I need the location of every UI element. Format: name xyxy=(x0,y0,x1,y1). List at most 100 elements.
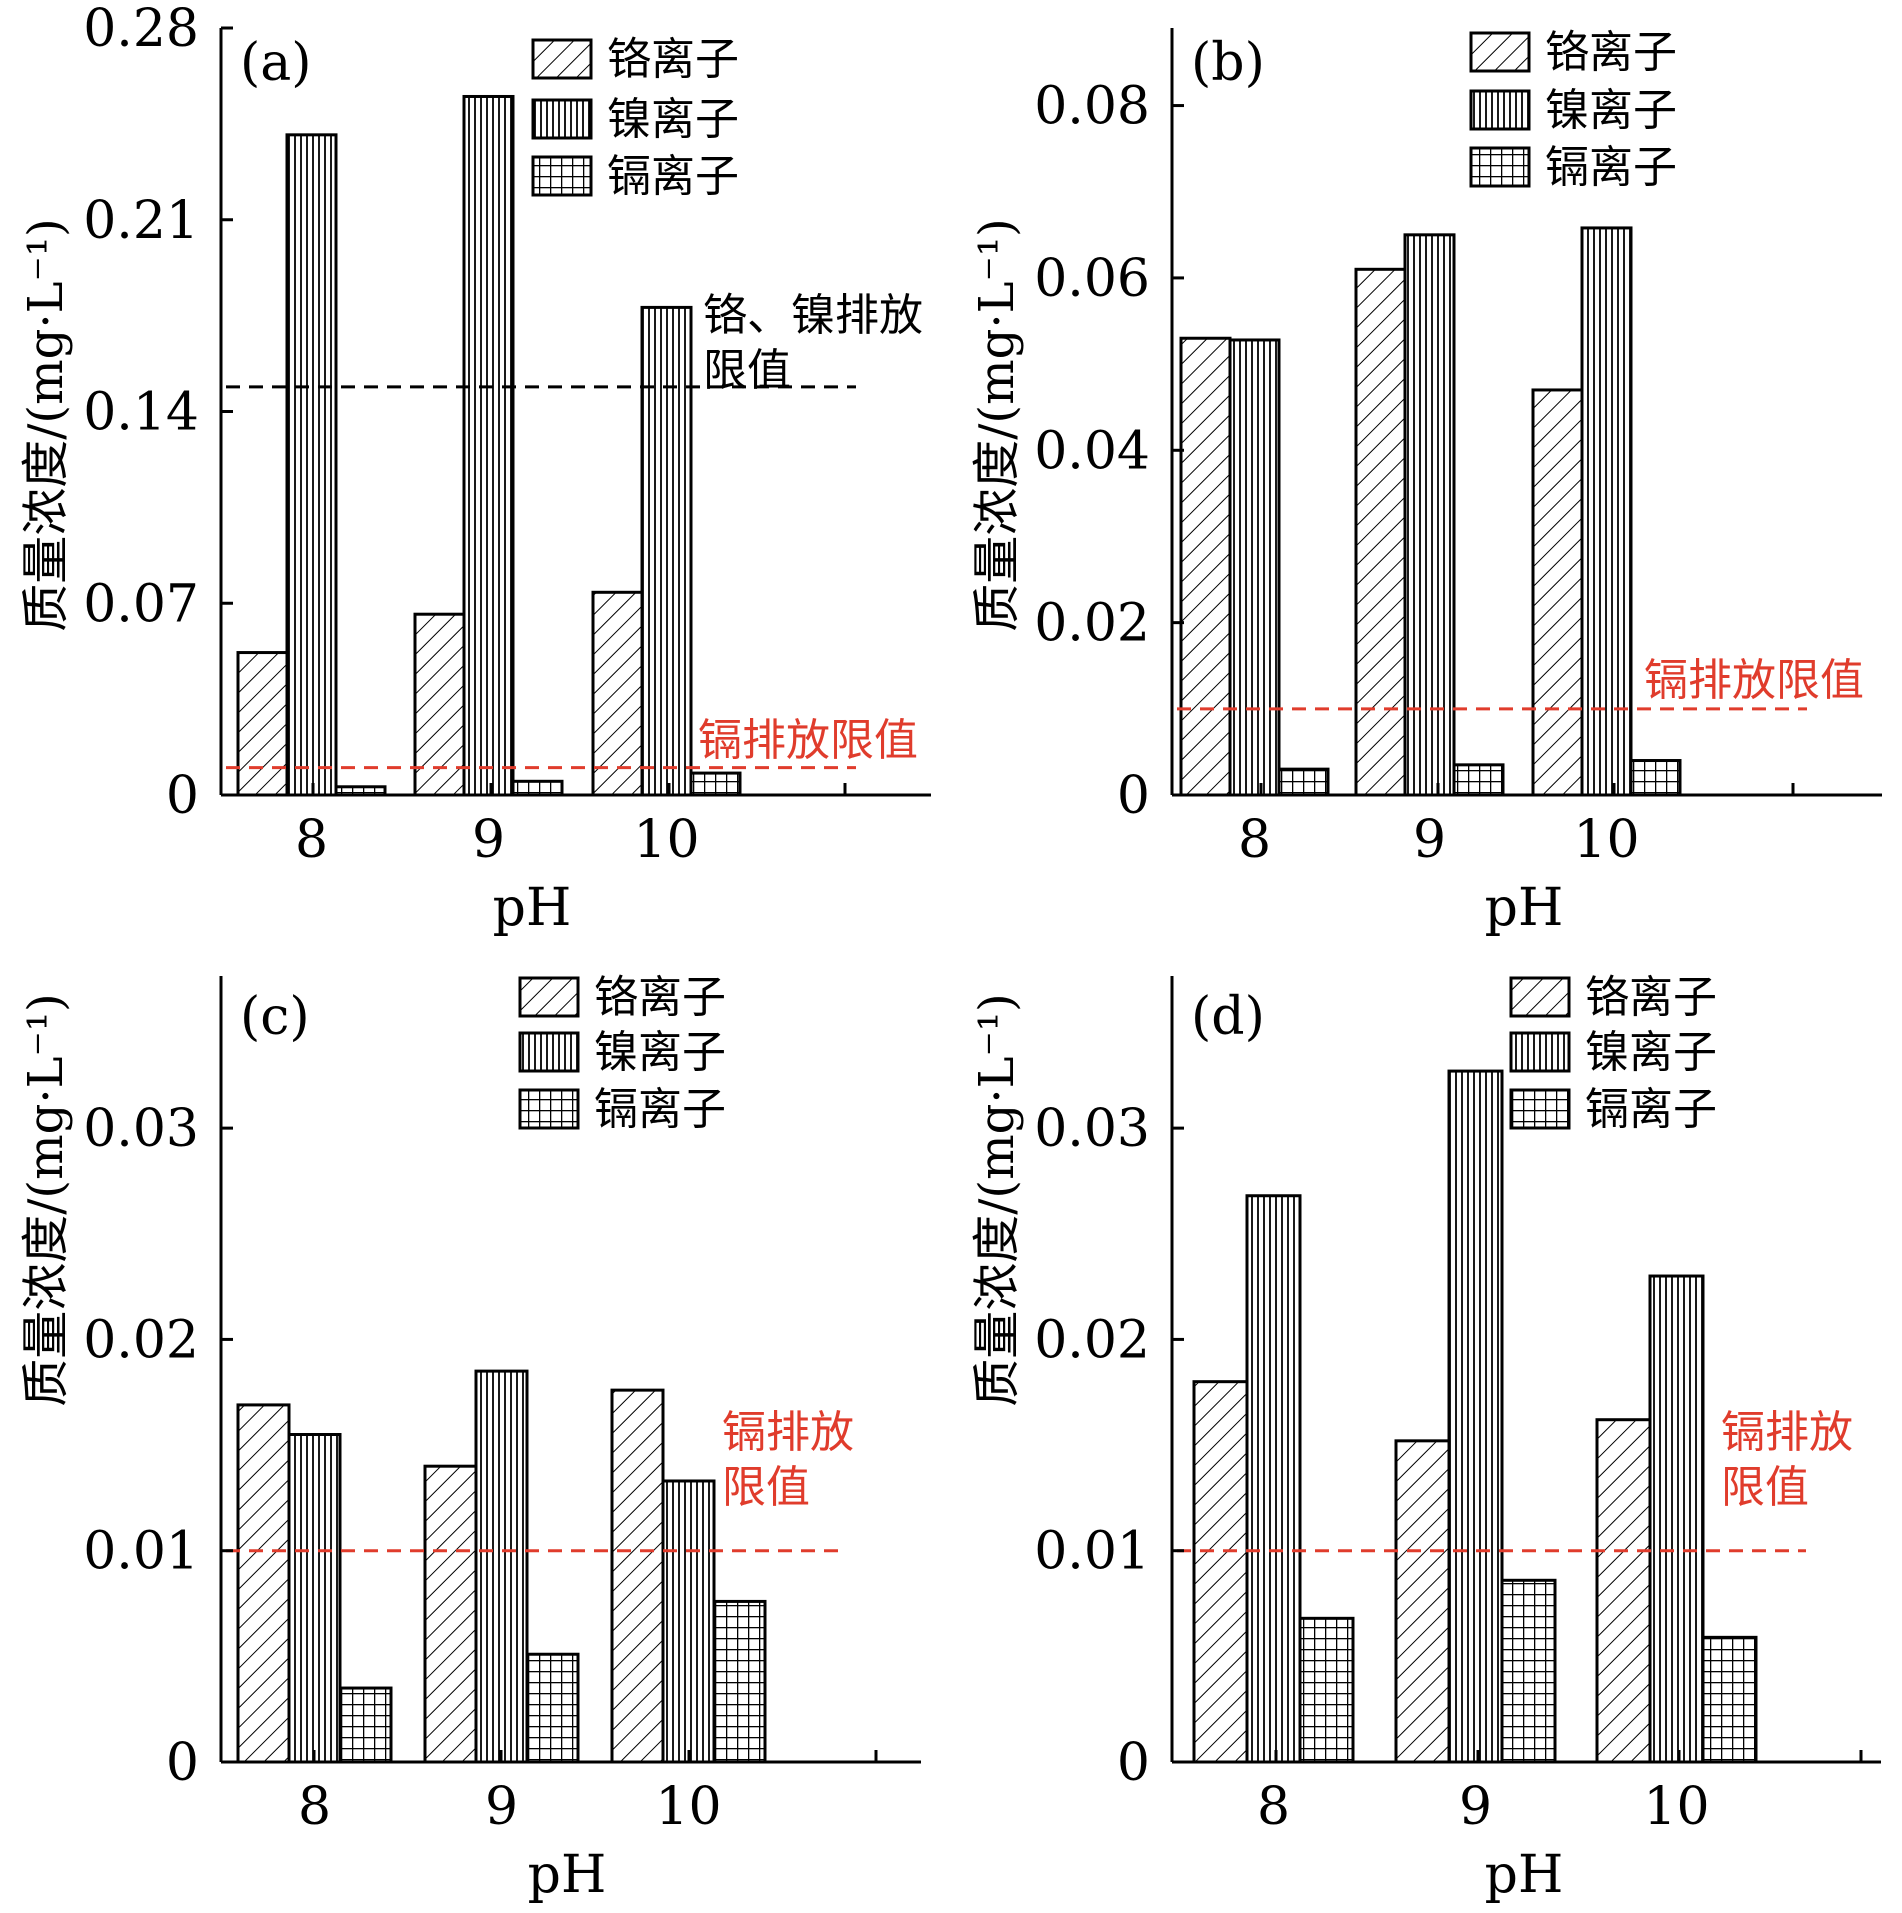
x-tick-label: 9 xyxy=(1459,1777,1492,1837)
legend-label: 镍离子 xyxy=(594,1027,726,1078)
x-axis-title: pH xyxy=(1485,878,1564,938)
legend-swatch-vert xyxy=(518,1031,580,1073)
bar-vert-9 xyxy=(474,1369,529,1764)
y-axis-title: 质量浓度/(mg·L⁻¹) xyxy=(18,993,74,1407)
bar-vert-8 xyxy=(287,1433,342,1764)
y-tick-label: 0.02 xyxy=(83,1310,199,1370)
panel-label: (a) xyxy=(240,33,312,93)
limit-annotation: 铬、镍排放 xyxy=(703,290,923,341)
x-tick-label: 8 xyxy=(295,810,328,870)
bar-grid-9 xyxy=(511,779,564,797)
limit-annotation: 限值 xyxy=(1721,1462,1809,1513)
bar-grid-9 xyxy=(1500,1578,1557,1764)
legend-swatch-grid xyxy=(1509,1088,1571,1130)
x-axis-title: pH xyxy=(528,1845,607,1905)
legend-label: 铬离子 xyxy=(594,972,726,1023)
y-axis-title: 质量浓度/(mg·L⁻¹) xyxy=(969,218,1025,632)
bar-diag-10 xyxy=(591,590,644,797)
bar-diag-9 xyxy=(1394,1439,1451,1764)
chart-panel-c: 镉排放限值 0 0.01 0.02 0.03 8 9 10 pH 质量浓度/(mg·L⁻¹) (c)… xyxy=(18,972,921,1905)
x-tick-label: 9 xyxy=(472,810,505,870)
y-tick-label: 0.01 xyxy=(83,1522,199,1582)
y-tick-label: 0 xyxy=(1117,766,1150,826)
bar-vert-10 xyxy=(661,1479,716,1764)
legend-swatch-diag xyxy=(518,976,580,1018)
y-tick-label: 0.21 xyxy=(83,191,199,251)
y-tick-label: 0.08 xyxy=(1034,77,1150,137)
bar-diag-8 xyxy=(236,651,289,797)
bar-diag-8 xyxy=(1179,336,1232,797)
legend-label: 镍离子 xyxy=(1545,85,1677,136)
bar-diag-9 xyxy=(423,1464,478,1764)
limit-annotation: 镉排放 xyxy=(722,1407,854,1458)
x-tick-label: 10 xyxy=(1643,1777,1709,1837)
bar-vert-9 xyxy=(1447,1069,1504,1764)
bar-grid-8 xyxy=(1298,1616,1355,1764)
x-tick-label: 9 xyxy=(1413,810,1446,870)
limit-annotation: 镉排放限值 xyxy=(698,715,918,766)
legend-label: 镍离子 xyxy=(607,94,739,145)
y-axis-title: 质量浓度/(mg·L⁻¹) xyxy=(969,993,1025,1407)
bar-vert-8 xyxy=(1228,338,1281,797)
legend-label: 镍离子 xyxy=(1585,1027,1717,1078)
legend-swatch-grid xyxy=(518,1088,580,1130)
chart-panel-d: 镉排放限值 0 0.01 0.02 0.03 8 9 10 pH 质量浓度/(mg·L⁻¹) (d)… xyxy=(969,972,1881,1905)
bar-diag-8 xyxy=(236,1403,291,1764)
bar-diag-8 xyxy=(1192,1380,1249,1764)
legend-label: 铬离子 xyxy=(1585,972,1717,1023)
x-tick-label: 8 xyxy=(1257,1777,1290,1837)
bar-diag-10 xyxy=(1595,1418,1652,1764)
bar-vert-9 xyxy=(1403,233,1456,797)
y-tick-label: 0.14 xyxy=(83,383,199,443)
bar-grid-10 xyxy=(689,771,742,797)
x-tick-label: 8 xyxy=(298,1777,331,1837)
bar-grid-10 xyxy=(1629,759,1682,797)
bar-diag-9 xyxy=(1354,267,1407,797)
bar-grid-8 xyxy=(1277,767,1330,797)
y-tick-label: 0 xyxy=(1117,1733,1150,1793)
legend-swatch-diag xyxy=(531,38,593,80)
legend-label: 镉离子 xyxy=(1545,142,1677,193)
legend-label: 镉离子 xyxy=(1585,1084,1717,1135)
limit-annotation: 限值 xyxy=(703,345,791,396)
legend-swatch-diag xyxy=(1469,31,1531,73)
y-tick-label: 0.04 xyxy=(1034,421,1150,481)
x-axis-title: pH xyxy=(493,878,572,938)
y-axis-title: 质量浓度/(mg·L⁻¹) xyxy=(18,218,74,632)
y-tick-label: 0.28 xyxy=(83,0,199,59)
bar-vert-10 xyxy=(1648,1274,1705,1764)
x-tick-label: 10 xyxy=(633,810,699,870)
y-tick-label: 0.06 xyxy=(1034,249,1150,309)
legend-label: 镉离子 xyxy=(607,151,739,202)
legend-label: 铬离子 xyxy=(1545,27,1677,78)
x-tick-label: 10 xyxy=(655,1777,721,1837)
panel-label: (b) xyxy=(1191,33,1265,93)
x-axis-title: pH xyxy=(1485,1845,1564,1905)
bar-grid-10 xyxy=(1701,1635,1758,1764)
legend-swatch-diag xyxy=(1509,976,1571,1018)
y-tick-label: 0.03 xyxy=(83,1099,199,1159)
bar-vert-10 xyxy=(640,305,693,797)
panel-label: (c) xyxy=(240,987,310,1047)
y-tick-label: 0.07 xyxy=(83,574,199,634)
limit-annotation: 镉排放限值 xyxy=(1644,655,1864,706)
bar-diag-10 xyxy=(610,1388,665,1764)
x-tick-label: 8 xyxy=(1238,810,1271,870)
y-tick-label: 0 xyxy=(166,1733,199,1793)
bar-grid-8 xyxy=(338,1686,393,1764)
limit-annotation: 镉排放 xyxy=(1721,1407,1853,1458)
x-tick-label: 9 xyxy=(485,1777,518,1837)
y-tick-label: 0.02 xyxy=(1034,1310,1150,1370)
bar-vert-8 xyxy=(285,133,338,797)
bar-diag-10 xyxy=(1531,388,1584,797)
legend-label: 镉离子 xyxy=(594,1084,726,1135)
y-tick-label: 0 xyxy=(166,766,199,826)
bar-grid-9 xyxy=(525,1652,580,1764)
bar-vert-8 xyxy=(1245,1194,1302,1764)
legend-swatch-vert xyxy=(1509,1031,1571,1073)
legend-swatch-grid xyxy=(531,155,593,197)
legend-swatch-vert xyxy=(531,98,593,140)
